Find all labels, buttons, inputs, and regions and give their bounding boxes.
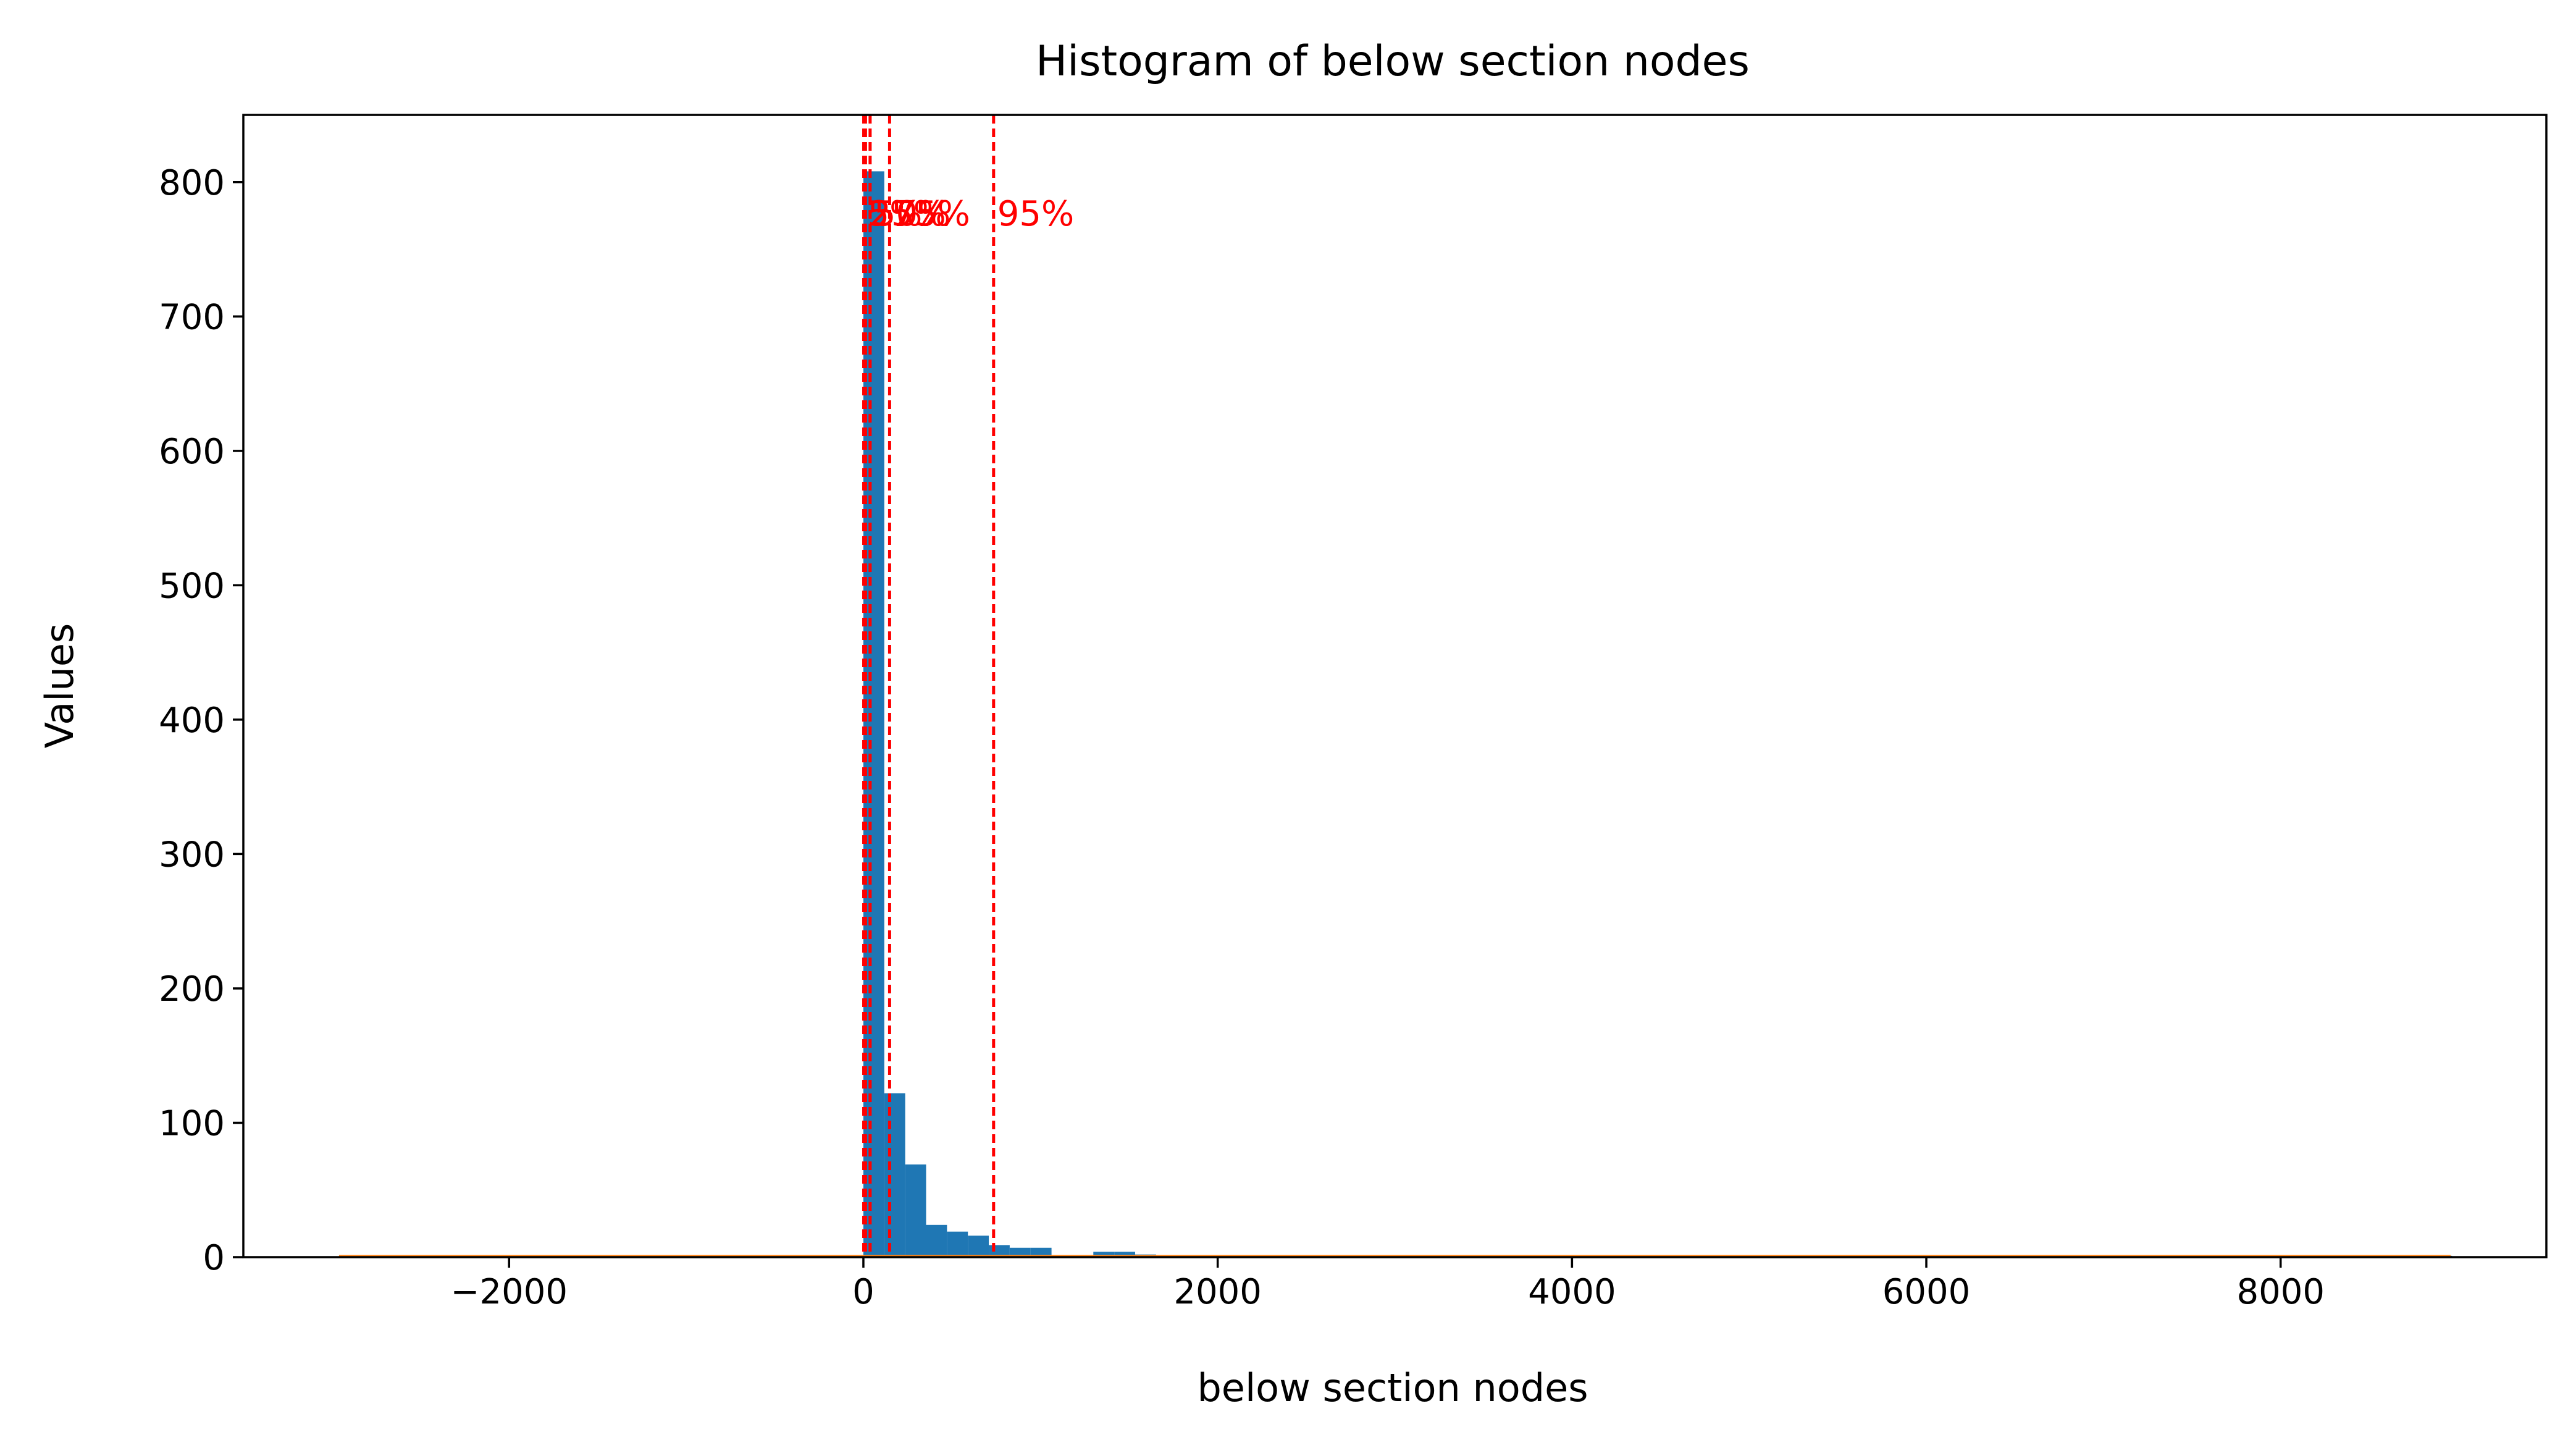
histogram-bar-4 [947,1231,968,1257]
plot-frame [242,114,2548,1258]
percentile-label-0: 5% [868,194,923,234]
bars-layer [863,171,2452,1258]
histogram-bar-3 [926,1224,947,1257]
y-tick-label-1: 100 [159,1103,225,1143]
histogram-bar-8 [1030,1247,1052,1257]
y-tick-label-2: 200 [159,969,225,1009]
x-axis-label: below section nodes [1197,1365,1588,1410]
x-tick-label-4: 6000 [1882,1272,1971,1312]
y-axis-ticks: 0 100 200 300 400 500 600 700 800 [159,163,243,1278]
histogram-bar-11 [1093,1252,1115,1257]
histogram-bar-5 [968,1236,989,1257]
y-tick-label-8: 800 [159,163,225,203]
y-tick-label-3: 300 [159,835,225,875]
percentile-label-2: 50% [874,194,950,234]
y-tick-label-6: 600 [159,432,225,472]
x-tick-label-5: 8000 [2236,1272,2325,1312]
x-tick-label-0: −2000 [451,1272,568,1312]
chart-title: Histogram of below section nodes [1036,37,1750,86]
x-tick-label-3: 4000 [1528,1272,1616,1312]
histogram-bar-12 [1114,1252,1135,1257]
y-tick-label-5: 500 [159,566,225,606]
histogram-bar-1 [884,1093,905,1257]
percentile-label-3: 75% [893,194,970,234]
y-tick-label-7: 700 [159,297,225,337]
y-tick-label-0: 0 [203,1238,225,1278]
histogram-bar-7 [1009,1247,1031,1257]
percentile-label-1: 25% [869,194,946,234]
y-axis-label: Values [37,623,82,749]
x-tick-label-2: 2000 [1173,1272,1262,1312]
x-axis-ticks: −2000 0 2000 4000 6000 8000 [451,1257,2325,1312]
y-tick-label-4: 400 [159,701,225,741]
percentile-label-4: 95% [997,194,1074,234]
percentile-lines: 5%25%50%75% 95% [862,115,1074,1257]
histogram-bar-2 [905,1164,926,1257]
x-tick-label-1: 0 [852,1272,875,1312]
